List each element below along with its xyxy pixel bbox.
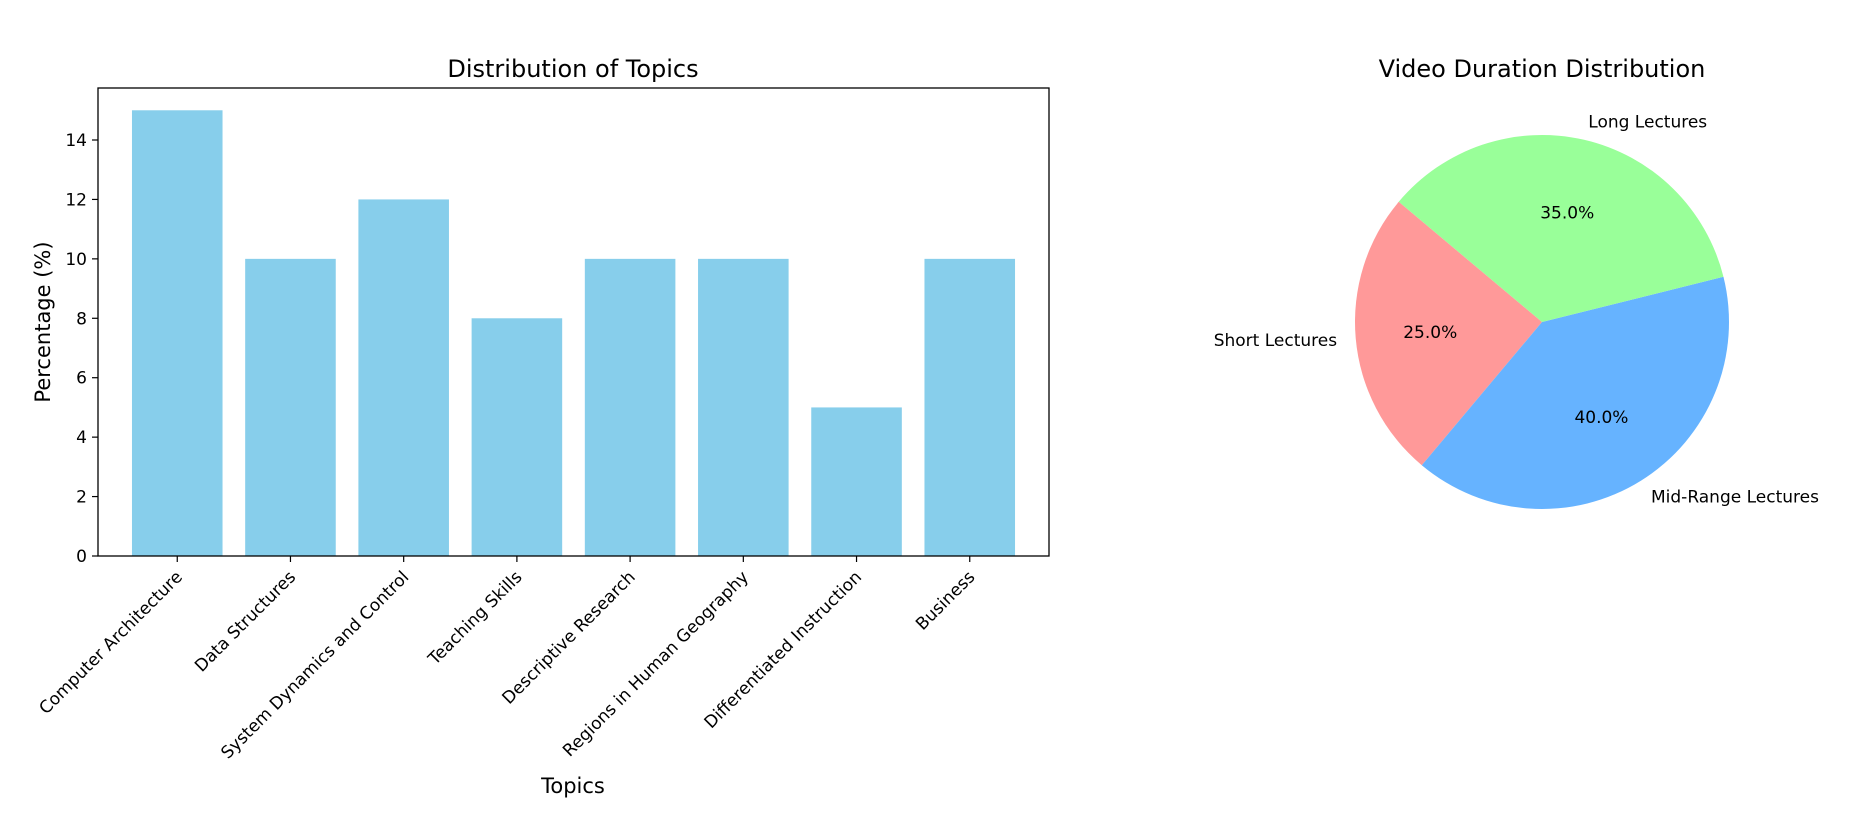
pie-labels: Short Lectures 25.0% Mid-Range Lectures 40.… xyxy=(1214,113,1819,508)
bar-3 xyxy=(358,199,449,556)
pie-slice-label: Mid-Range Lectures xyxy=(1651,487,1819,507)
pie-slice-2 xyxy=(1421,276,1730,510)
pie-chart-title: Video Duration Distribution xyxy=(1379,55,1706,83)
pie-slice-percent: 25.0% xyxy=(1403,323,1457,343)
x-tick-label: Data Structures xyxy=(191,567,300,676)
pie-chart: Video Duration Distribution Short Lectur… xyxy=(1214,55,1819,510)
y-tick-label: 2 xyxy=(76,488,87,508)
x-tick-label: Teaching Skills xyxy=(424,567,527,670)
x-axis-label: Topics xyxy=(540,774,605,798)
x-axis-ticks: Computer Architecture Data StructuresSyst… xyxy=(35,556,979,763)
bar-2 xyxy=(245,258,336,556)
y-tick-label: 6 xyxy=(76,369,87,389)
x-tick-label: Business xyxy=(912,567,979,634)
plot-frame xyxy=(97,87,1050,557)
y-tick-label: 14 xyxy=(65,131,87,151)
y-axis-ticks: 0 2 4 6 8 10 12 14 xyxy=(65,131,98,567)
y-tick-label: 10 xyxy=(65,250,87,270)
bar-4 xyxy=(471,318,563,556)
bar-chart-title: Distribution of Topics xyxy=(447,55,698,83)
pie-slice-3 xyxy=(1398,134,1724,322)
x-tick-label: System Dynamics and Control xyxy=(217,567,413,763)
pie-slice-label: Short Lectures xyxy=(1214,331,1338,351)
bar-8 xyxy=(924,258,1016,556)
bar-chart: Distribution of Topics 0 2 4 6 8 10 12 14 Compu… xyxy=(31,55,1050,798)
bar-5 xyxy=(584,258,676,556)
bars xyxy=(131,110,1016,557)
y-axis-label: Percentage (%) xyxy=(31,241,55,402)
pie-slice-percent: 35.0% xyxy=(1540,204,1594,224)
y-tick-label: 4 xyxy=(76,428,87,448)
pie-slice-percent: 40.0% xyxy=(1574,408,1628,428)
y-tick-label: 8 xyxy=(76,309,87,329)
pie-slices xyxy=(1355,134,1730,510)
pie-slice-1 xyxy=(1355,201,1542,466)
bar-1 xyxy=(131,110,223,557)
y-tick-label: 12 xyxy=(65,190,87,210)
pie-slice-label: Long Lectures xyxy=(1588,113,1707,133)
bar-6 xyxy=(698,258,789,556)
x-tick-label: Regions in Human Geography xyxy=(559,567,753,761)
x-tick-label: Computer Architecture xyxy=(35,567,186,718)
y-tick-label: 0 xyxy=(76,547,87,567)
bar-7 xyxy=(811,407,902,556)
